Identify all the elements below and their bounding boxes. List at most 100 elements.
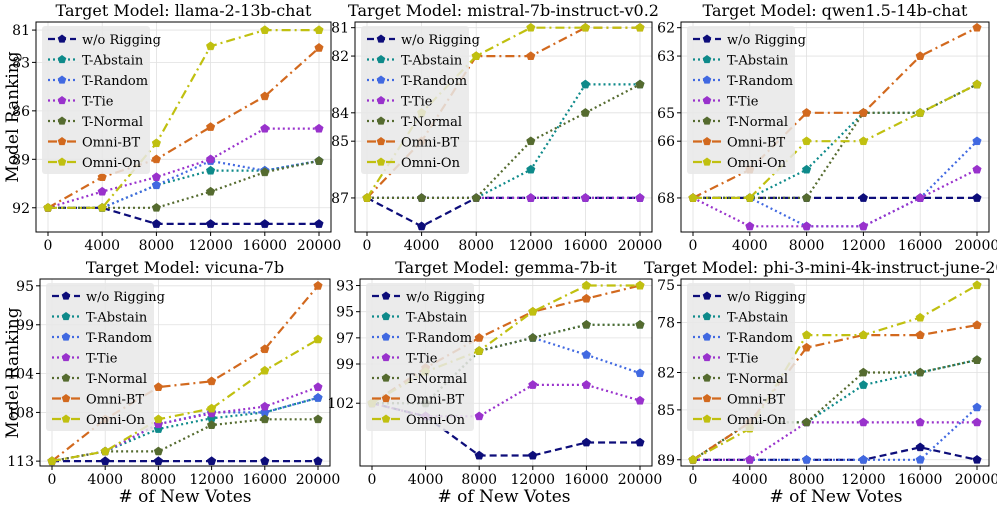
x-tick-label: 12000 bbox=[841, 472, 886, 488]
legend-marker-omnion bbox=[61, 414, 71, 423]
legend-box bbox=[366, 283, 474, 431]
data-point-omnion bbox=[260, 25, 270, 34]
y-tick-label: 78 bbox=[657, 316, 675, 332]
data-point-omnion bbox=[314, 25, 324, 34]
y-tick-label: 63 bbox=[657, 49, 675, 65]
legend-label-omnion: Omni-On bbox=[406, 413, 466, 428]
legend-label-ttie: T-Tie bbox=[727, 95, 759, 110]
data-point-tnormal bbox=[313, 414, 323, 424]
plot-frame bbox=[39, 278, 331, 467]
legend-marker-trandom bbox=[702, 332, 712, 341]
legend-marker-ttie bbox=[702, 353, 712, 362]
legend-box bbox=[687, 283, 795, 431]
legend-marker-wo bbox=[381, 291, 391, 300]
legend-label-ttie: T-Tie bbox=[401, 95, 433, 110]
legend-label-omnion: Omni-On bbox=[727, 413, 787, 428]
data-point-tnormal bbox=[206, 186, 216, 196]
data-point-tnormal bbox=[858, 367, 868, 377]
legend-label-trandom: T-Random bbox=[82, 74, 148, 89]
legend-label-trandom: T-Random bbox=[406, 331, 472, 346]
x-tick-label: 16000 bbox=[898, 472, 943, 488]
legend-marker-tnormal bbox=[376, 116, 386, 125]
legend-marker-tnormal bbox=[61, 373, 71, 382]
legend: w/o Rigging T-Abstain T-Random T-Tie T-Norma… bbox=[42, 26, 161, 174]
legend-marker-tabstain bbox=[702, 55, 712, 64]
x-tick-label: 0 bbox=[48, 472, 57, 488]
legend-marker-wo bbox=[57, 34, 67, 43]
data-point-omnibt bbox=[207, 376, 217, 386]
legend-label-tabstain: T-Abstain bbox=[727, 311, 789, 326]
x-tick-label: 0 bbox=[368, 472, 377, 488]
legend-label-tabstain: T-Abstain bbox=[406, 311, 468, 326]
chart-title: Target Model: vicuna-7b bbox=[86, 258, 284, 277]
data-point-ttie bbox=[313, 382, 323, 391]
chart-panel-1: Target Model: llama-2-13b-chat 0 4000 8000 1… bbox=[12, 1, 341, 254]
series-line-omnibt bbox=[692, 26, 978, 199]
legend-box bbox=[46, 283, 154, 431]
series-line-tnormal bbox=[372, 323, 640, 405]
legend-marker-omnibt bbox=[376, 137, 386, 146]
legend-label-trandom: T-Random bbox=[727, 331, 793, 346]
y-tick-label: 87 bbox=[331, 191, 349, 207]
legend-box bbox=[42, 26, 150, 174]
data-point-ttie bbox=[745, 221, 755, 231]
data-point-trandom bbox=[313, 392, 323, 402]
data-point-omnibt bbox=[313, 280, 323, 290]
legend-label-tnormal: T-Normal bbox=[727, 115, 788, 130]
data-point-omnion bbox=[915, 312, 925, 322]
data-point-omnion bbox=[100, 446, 110, 456]
legend-label-omnion: Omni-On bbox=[86, 413, 146, 428]
x-tick-label: 0 bbox=[689, 472, 698, 488]
series-line-wo bbox=[48, 206, 319, 225]
y-tick-label: 113 bbox=[7, 454, 34, 470]
legend-label-tabstain: T-Abstain bbox=[86, 311, 148, 326]
data-point-tnormal bbox=[314, 156, 324, 165]
data-point-omnion bbox=[151, 138, 161, 148]
chart-panel-4: Target Model: vicuna-7b 0 4000 8000 12000 160… bbox=[7, 258, 340, 488]
legend: w/o Rigging T-Abstain T-Random T-Tie T-Norma… bbox=[361, 26, 480, 174]
legend-label-tnormal: T-Normal bbox=[406, 372, 467, 387]
legend-label-wo: w/o Rigging bbox=[727, 290, 806, 305]
data-point-omnion bbox=[635, 22, 645, 32]
legend-box bbox=[687, 26, 795, 174]
x-axis-label-left: # of New Votes bbox=[118, 487, 251, 507]
data-point-trandom bbox=[151, 180, 161, 190]
series-line-trandom bbox=[693, 406, 978, 461]
y-tick-label: 81 bbox=[12, 23, 30, 39]
legend-label-tnormal: T-Normal bbox=[86, 372, 147, 387]
data-point-omnion bbox=[858, 330, 868, 339]
data-point-tabstain bbox=[206, 165, 216, 175]
data-point-omnibt bbox=[858, 107, 868, 117]
data-point-ttie bbox=[915, 417, 925, 427]
legend-marker-omnion bbox=[702, 414, 712, 423]
data-point-omnion bbox=[471, 51, 481, 60]
data-point-ttie bbox=[580, 193, 590, 202]
data-point-omnibt bbox=[581, 293, 591, 303]
legend-label-trandom: T-Random bbox=[401, 74, 467, 89]
data-point-wo bbox=[581, 437, 591, 447]
y-tick-label: 92 bbox=[12, 201, 30, 217]
data-point-trandom bbox=[972, 402, 982, 412]
data-point-trandom bbox=[972, 136, 982, 146]
y-tick-label: 66 bbox=[657, 134, 675, 150]
legend-marker-ttie bbox=[376, 96, 386, 105]
legend: w/o Rigging T-Abstain T-Random T-Tie T-Norma… bbox=[687, 283, 806, 431]
data-point-tnormal bbox=[417, 193, 427, 202]
chart-panel-2: Target Model: mistral-7b-instruct-v0.2 0 4… bbox=[331, 1, 662, 254]
legend-label-omnibt: Omni-BT bbox=[86, 393, 144, 408]
data-point-ttie bbox=[635, 395, 645, 405]
legend-marker-wo bbox=[702, 34, 712, 43]
series-line-wo bbox=[693, 446, 978, 461]
legend-marker-trandom bbox=[61, 332, 71, 341]
data-point-wo bbox=[260, 456, 270, 466]
data-point-omnibt bbox=[972, 22, 982, 32]
data-point-omnibt bbox=[802, 342, 812, 352]
series-line-omnibt bbox=[371, 284, 641, 405]
legend-marker-ttie bbox=[702, 96, 712, 105]
legend-label-wo: w/o Rigging bbox=[82, 33, 161, 48]
legend-label-tabstain: T-Abstain bbox=[401, 54, 463, 69]
series-line-ttie bbox=[47, 127, 319, 209]
data-point-omnion bbox=[802, 136, 812, 146]
data-point-omnibt bbox=[972, 320, 982, 330]
